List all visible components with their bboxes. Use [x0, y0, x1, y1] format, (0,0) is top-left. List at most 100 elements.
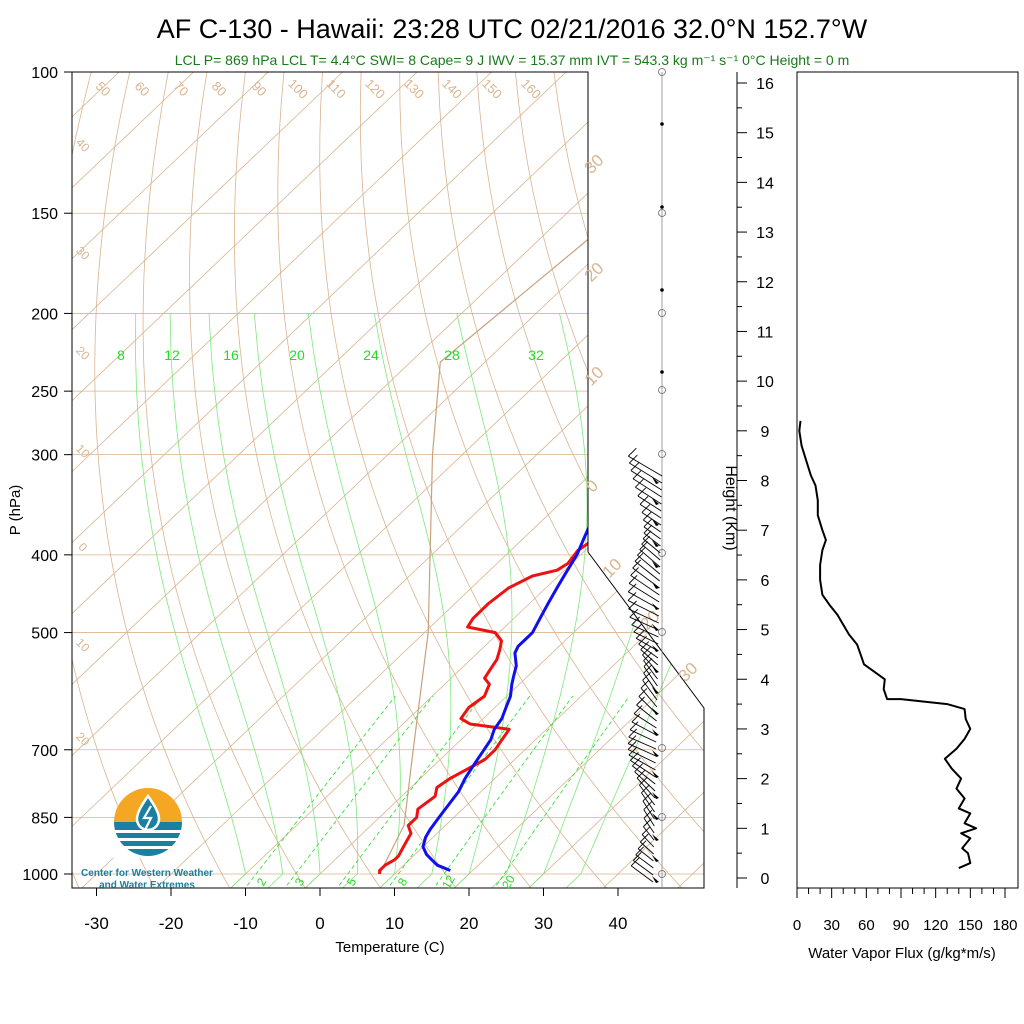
right-isotherm-label: 0: [582, 476, 602, 496]
y-tick-label-150: 150: [31, 206, 58, 223]
mixing-ratio-bottom-label-8: 8: [395, 875, 411, 888]
wind-barb-icon: [643, 666, 658, 687]
flux-line: [798, 420, 978, 870]
isotherm-line: [301, 72, 704, 888]
wind-barb-feather-icon: [634, 552, 644, 562]
wind-pennant-icon: [652, 771, 659, 778]
wind-barb-icon: [637, 848, 654, 862]
wind-barb-feather-icon: [637, 546, 646, 556]
wind-barb-icon: [643, 809, 655, 827]
wind-barb-feather-icon: [632, 757, 641, 767]
wind-barb-feather-icon: [630, 857, 640, 867]
wind-barb-icon: [642, 800, 655, 820]
wind-barb-icon: [641, 792, 655, 813]
dry-adiabat-line: [708, 72, 1024, 891]
x-tick-label-10: 10: [385, 914, 404, 933]
wind-barb-feather-icon: [628, 454, 638, 464]
wind-barb-icon: [643, 519, 662, 533]
mixing-ratio-top-label-20: 20: [289, 347, 305, 363]
isotherm-line: [72, 72, 418, 888]
right-isotherm-label: 10: [581, 363, 608, 390]
wind-barb-feather-icon: [630, 462, 640, 471]
wind-barb-feather-icon: [641, 504, 651, 513]
wind-barb-feather-icon: [629, 721, 639, 731]
mixing-ratio-bottom-label-2: 2: [254, 875, 270, 888]
isotherm-label-90: 90: [249, 78, 270, 99]
dry-adiabat-line: [233, 72, 459, 888]
wind-barb-icon: [643, 817, 655, 834]
wind-barb-feather-icon: [632, 470, 642, 480]
wind-barb-icon: [639, 503, 662, 519]
wind-barb-feather-icon: [643, 818, 652, 827]
wind-barb-icon: [637, 554, 661, 575]
wind-barb-feather-icon: [633, 623, 643, 633]
mixing-ratio-top-label-8: 8: [117, 347, 125, 363]
y-tick-label-200: 200: [31, 306, 58, 323]
x-tick-label--30: -30: [84, 914, 109, 933]
wind-pennant-icon: [652, 729, 659, 736]
wind-barb-icon: [627, 600, 660, 617]
dry-adiabat-line: [142, 72, 308, 888]
wind-barb-feather-icon: [643, 809, 653, 819]
isotherm-line: [450, 72, 704, 888]
isotherm-label-120: 120: [362, 76, 388, 102]
wind-barb-feather-icon: [628, 728, 638, 738]
isotherm-line: [72, 72, 269, 888]
dry-adiabat-line: [319, 72, 610, 888]
isotherm-label-70: 70: [171, 78, 192, 99]
wind-barb-feather-icon: [640, 641, 650, 650]
logo-text-line2: and Water Extremes: [99, 880, 195, 891]
wind-barb-feather-icon: [628, 575, 638, 584]
flux-profile: [798, 420, 978, 870]
wind-barb-feather-icon: [641, 826, 651, 835]
flux-tick-label-150: 150: [958, 917, 983, 934]
left-isotherm-label: 0: [76, 540, 91, 555]
chart-subtitle: LCL P= 869 hPa LCL T= 4.4°C SWI= 8 Cape=…: [175, 52, 850, 68]
wind-barbs: [627, 68, 666, 888]
wind-barb-feather-icon: [643, 524, 653, 534]
isotherm-label-160: 160: [518, 76, 544, 102]
calm-wind-icon: [658, 744, 666, 752]
wind-barb-icon: [628, 736, 657, 750]
wind-barb-icon: [637, 495, 662, 512]
wind-pennant-icon: [652, 708, 659, 715]
y-tick-label-700: 700: [31, 743, 58, 760]
mixing-ratio-bottom-label-3: 3: [292, 875, 308, 888]
isotherm-line: [0, 72, 45, 891]
dry-adiabat-line: [189, 72, 383, 888]
wind-point-icon: [660, 205, 664, 209]
right-isotherm-label: 20: [581, 259, 608, 286]
wind-barb-feather-icon: [639, 833, 649, 843]
wind-barb-icon: [627, 743, 657, 757]
moist-adiabat-line: [253, 313, 359, 888]
wind-barb-icon: [633, 860, 654, 876]
wind-barb-feather-icon: [638, 635, 647, 645]
wind-barb-icon: [632, 478, 662, 498]
isotherm-line: [525, 72, 704, 888]
x-tick-label--10: -10: [233, 914, 258, 933]
isotherm-label-80: 80: [209, 78, 230, 99]
isotherm-line: [72, 72, 704, 888]
wind-pennant-icon: [652, 855, 659, 862]
wind-barb-feather-icon: [637, 840, 647, 850]
wind-barb-feather-icon: [627, 447, 637, 457]
logo-text-line1: Center for Western Weather: [81, 868, 213, 879]
height-tick-label-9: 9: [761, 424, 770, 441]
wind-barb-feather-icon: [643, 518, 653, 528]
isotherm-line: [72, 72, 194, 888]
right-isotherm-label: 30: [675, 659, 702, 686]
isotherm-line: [72, 72, 641, 888]
wind-barb-feather-icon: [627, 592, 637, 601]
cw3e-logo: Center for Western Weather and Water Ext…: [81, 788, 213, 891]
wind-barb-icon: [643, 526, 661, 540]
wind-barb-feather-icon: [636, 696, 645, 706]
mixing-ratio-line: [431, 695, 574, 888]
moist-adiabat-line: [562, 313, 704, 888]
x-tick-label--20: -20: [159, 914, 184, 933]
wind-barb-feather-icon: [638, 688, 648, 697]
wind-barb-icon: [631, 624, 659, 638]
dry-adiabat-line: [94, 72, 232, 888]
calm-wind-icon: [658, 628, 666, 636]
wind-barb-feather-icon: [642, 671, 651, 681]
isotherm-line: [72, 72, 567, 888]
